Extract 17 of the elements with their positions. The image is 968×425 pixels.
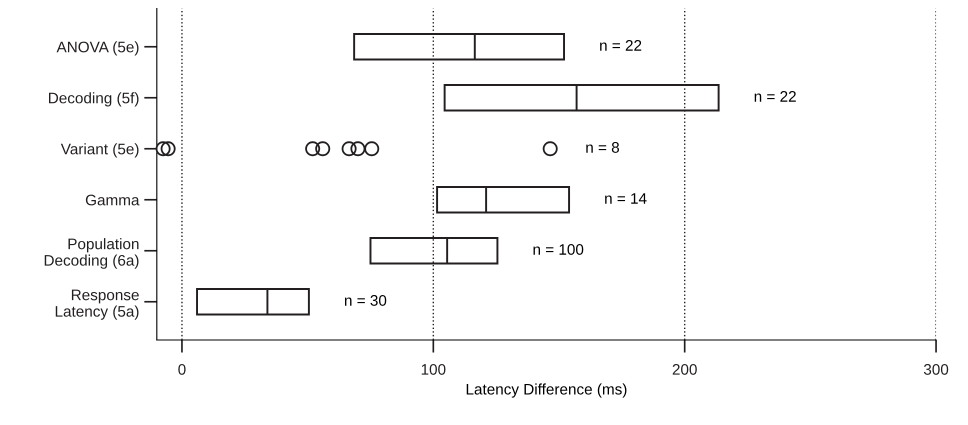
annotation: n = 30 [344, 295, 386, 306]
y-tick-label: Gamma [86, 194, 140, 206]
annotation: n = 22 [754, 91, 796, 102]
annotation: n = 100 [534, 244, 584, 255]
y-tick-label: Population Decoding (6a) [44, 238, 139, 269]
x-tick-label: 300 [924, 364, 948, 375]
annotation: n = 8 [586, 142, 620, 153]
x-tick-label: 100 [422, 364, 446, 375]
y-tick-label: Variant (5e) [60, 143, 139, 158]
y-tick-label: Response Latency (5a) [56, 290, 139, 320]
x-tick-label: 0 [178, 364, 186, 375]
x-axis-title: Latency Difference (ms) [466, 383, 626, 398]
annotation: n = 14 [605, 193, 647, 204]
annotation: n = 22 [600, 40, 642, 51]
y-tick-label: Decoding (5f) [49, 92, 139, 106]
y-tick-label: ANOVA (5e) [56, 41, 139, 56]
x-tick-label: 200 [672, 364, 697, 375]
